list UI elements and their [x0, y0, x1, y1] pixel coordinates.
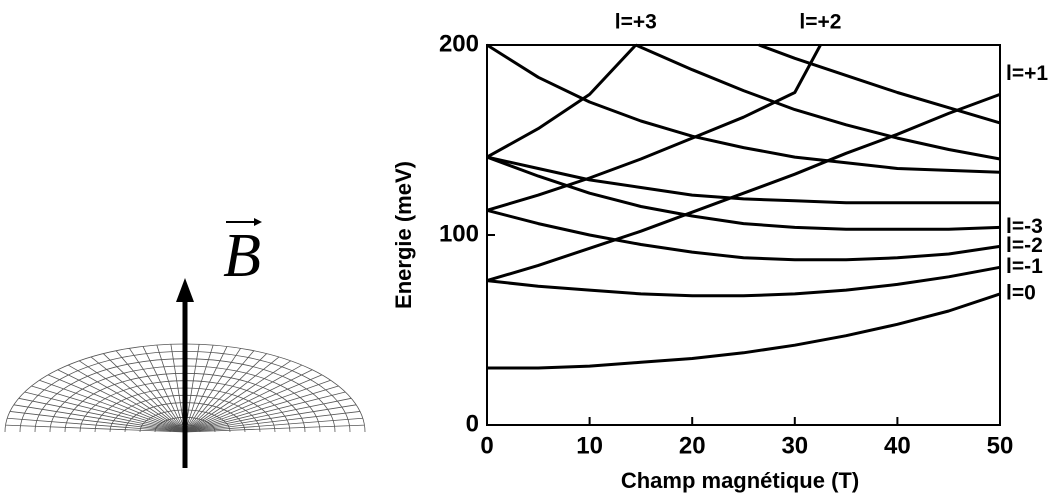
curve — [486, 265, 1001, 298]
mesh-line — [184, 364, 303, 433]
mesh-line — [13, 404, 186, 433]
mesh-line — [9, 411, 186, 433]
mesh-line — [184, 346, 228, 433]
mesh-line — [184, 374, 323, 433]
x-tick-label: 30 — [781, 432, 808, 459]
mesh-line — [184, 369, 313, 433]
mesh-line — [184, 344, 214, 433]
mesh-line — [184, 360, 292, 433]
y-axis-label: Energie (meV) — [391, 161, 416, 309]
x-tick-label: 20 — [679, 432, 706, 459]
curve-label: l=-3 — [1006, 215, 1043, 238]
curve — [487, 292, 1001, 370]
mesh-line — [142, 346, 186, 433]
mesh-line — [90, 356, 186, 433]
mesh-line — [184, 404, 357, 433]
curve — [486, 155, 1001, 231]
mesh-line — [31, 385, 186, 433]
mesh-line — [184, 391, 346, 433]
x-tick-label: 0 — [480, 432, 493, 459]
x-tick-label: 10 — [576, 432, 603, 459]
mesh-line — [5, 424, 186, 433]
curve-label: l=-1 — [1006, 255, 1043, 278]
mesh-line — [18, 397, 186, 433]
curve — [486, 44, 822, 212]
curve-label: l=+3 — [615, 11, 657, 34]
curve — [486, 208, 1001, 262]
mesh-line — [156, 344, 186, 433]
mesh-line — [184, 385, 339, 433]
mesh-line — [47, 374, 186, 433]
field-arrow-head — [176, 278, 194, 302]
mesh-line — [184, 379, 331, 433]
mesh-line — [24, 391, 186, 433]
mesh-line — [184, 356, 280, 433]
x-axis-label: Champ magnétique (T) — [621, 468, 859, 493]
curve — [486, 92, 1001, 283]
y-tick-label: 100 — [439, 220, 479, 247]
curve — [758, 43, 1001, 125]
dome-mesh — [4, 343, 366, 433]
mesh-line — [67, 364, 186, 433]
x-tick-label: 50 — [987, 432, 1014, 459]
curve-label: l=+2 — [799, 11, 841, 34]
mesh-line — [78, 360, 186, 433]
mesh-line — [39, 379, 186, 433]
mesh-line — [184, 424, 365, 433]
curve — [635, 43, 1001, 161]
mesh-line — [115, 350, 186, 433]
curve — [486, 43, 1001, 174]
curve-label: l=0 — [1006, 281, 1036, 304]
mesh-line — [184, 353, 267, 433]
mesh-line — [129, 348, 186, 433]
y-tick-label: 0 — [466, 410, 479, 437]
mesh-line — [184, 417, 363, 433]
vector-arrow-head — [254, 218, 262, 226]
mesh-line — [103, 353, 186, 433]
mesh-line — [184, 397, 352, 433]
mesh-line — [184, 348, 241, 433]
y-tick-label: 200 — [439, 30, 479, 57]
curve-label: l=-2 — [1006, 234, 1043, 257]
curve — [486, 155, 1000, 205]
mesh-line — [57, 369, 186, 433]
field-label: B — [223, 222, 261, 290]
mesh-line — [7, 417, 186, 433]
mesh-line — [184, 350, 255, 433]
curve-label: l=+1 — [1006, 62, 1048, 85]
mesh-line — [184, 411, 361, 433]
x-tick-label: 40 — [884, 432, 911, 459]
curve — [486, 43, 637, 159]
